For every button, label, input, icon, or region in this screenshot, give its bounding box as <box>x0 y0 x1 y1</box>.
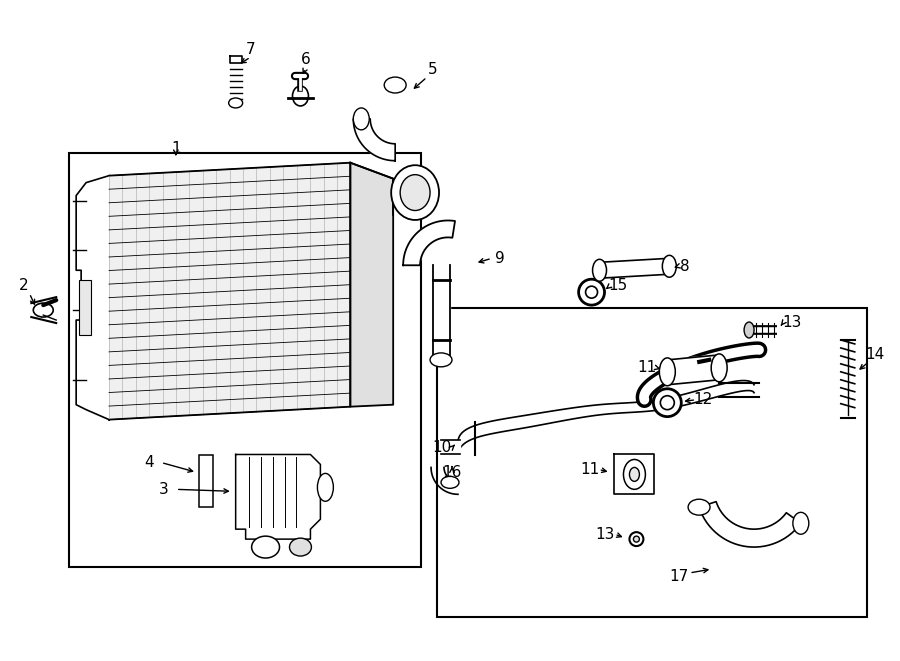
Text: 1: 1 <box>171 141 181 156</box>
Ellipse shape <box>793 512 809 534</box>
Text: 5: 5 <box>428 61 438 77</box>
Ellipse shape <box>624 459 645 489</box>
Text: 3: 3 <box>159 482 169 497</box>
Ellipse shape <box>384 77 406 93</box>
Ellipse shape <box>592 259 607 281</box>
Ellipse shape <box>229 98 243 108</box>
Polygon shape <box>458 381 754 453</box>
Ellipse shape <box>318 473 333 501</box>
Polygon shape <box>433 265 450 358</box>
Ellipse shape <box>629 467 639 481</box>
Ellipse shape <box>688 499 710 515</box>
Text: 4: 4 <box>144 455 154 470</box>
Text: 9: 9 <box>495 251 505 266</box>
Text: 14: 14 <box>865 348 885 362</box>
Text: 10: 10 <box>432 440 452 455</box>
Ellipse shape <box>660 358 675 386</box>
Text: 12: 12 <box>694 392 713 407</box>
Ellipse shape <box>586 286 598 298</box>
Ellipse shape <box>252 536 280 558</box>
Ellipse shape <box>290 538 311 556</box>
Polygon shape <box>403 221 455 265</box>
Ellipse shape <box>744 322 754 338</box>
Text: 6: 6 <box>301 52 310 67</box>
Polygon shape <box>76 176 109 420</box>
Ellipse shape <box>661 396 674 410</box>
Polygon shape <box>354 119 395 161</box>
Bar <box>199 455 212 507</box>
Text: 13: 13 <box>782 315 802 330</box>
Ellipse shape <box>653 389 681 416</box>
Polygon shape <box>615 455 654 494</box>
Text: 2: 2 <box>19 278 28 293</box>
Text: 17: 17 <box>670 570 688 584</box>
Polygon shape <box>441 440 460 455</box>
Ellipse shape <box>33 303 53 317</box>
Polygon shape <box>109 163 350 420</box>
Text: 16: 16 <box>442 465 462 480</box>
Text: 7: 7 <box>246 42 256 57</box>
Polygon shape <box>699 502 801 547</box>
Ellipse shape <box>634 536 639 542</box>
Polygon shape <box>350 163 393 407</box>
Polygon shape <box>236 455 320 539</box>
Polygon shape <box>599 258 670 278</box>
Ellipse shape <box>430 353 452 367</box>
Ellipse shape <box>662 255 676 277</box>
Text: 13: 13 <box>595 527 614 541</box>
Text: 11: 11 <box>638 360 657 375</box>
Bar <box>69 153 421 567</box>
Text: 15: 15 <box>608 278 627 293</box>
Ellipse shape <box>292 86 309 106</box>
Ellipse shape <box>392 165 439 220</box>
Text: 8: 8 <box>680 258 690 274</box>
Polygon shape <box>667 355 719 385</box>
Bar <box>437 308 867 617</box>
Ellipse shape <box>711 354 727 382</box>
Ellipse shape <box>441 477 459 488</box>
Text: 11: 11 <box>580 462 599 477</box>
Ellipse shape <box>400 175 430 210</box>
Ellipse shape <box>579 279 605 305</box>
Ellipse shape <box>354 108 369 130</box>
Ellipse shape <box>629 532 643 546</box>
Bar <box>79 280 91 335</box>
